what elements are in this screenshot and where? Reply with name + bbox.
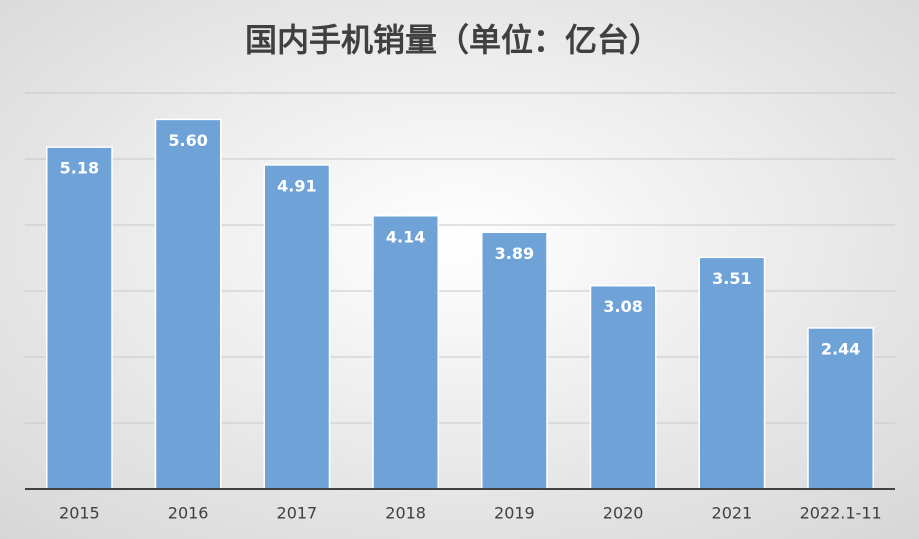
- value-label: 3.89: [495, 244, 534, 263]
- value-label: 2.44: [821, 339, 860, 358]
- value-label: 3.08: [603, 297, 642, 316]
- x-tick-label: 2016: [168, 504, 209, 523]
- x-tick-label: 2021: [712, 504, 753, 523]
- value-label: 5.60: [168, 131, 207, 150]
- bar: [154, 118, 222, 490]
- value-label: 4.14: [386, 227, 425, 246]
- value-label: 5.18: [60, 159, 99, 178]
- bar: [481, 231, 548, 490]
- x-tick-label: 2015: [59, 504, 100, 523]
- x-tick-label: 2020: [603, 504, 644, 523]
- bar: [807, 327, 874, 490]
- bar: [263, 164, 331, 490]
- bar: [372, 215, 439, 490]
- chart-title: 国内手机销量（单位：亿台）: [245, 21, 661, 59]
- x-tick-label: 2018: [385, 504, 426, 523]
- bar: [698, 256, 766, 490]
- x-tick-label: 2019: [494, 504, 535, 523]
- x-tick-label: 2022.1-11: [800, 504, 882, 523]
- value-label: 3.51: [712, 269, 751, 288]
- x-tick-label: 2017: [277, 504, 318, 523]
- value-label: 4.91: [277, 176, 316, 195]
- bar: [46, 146, 113, 490]
